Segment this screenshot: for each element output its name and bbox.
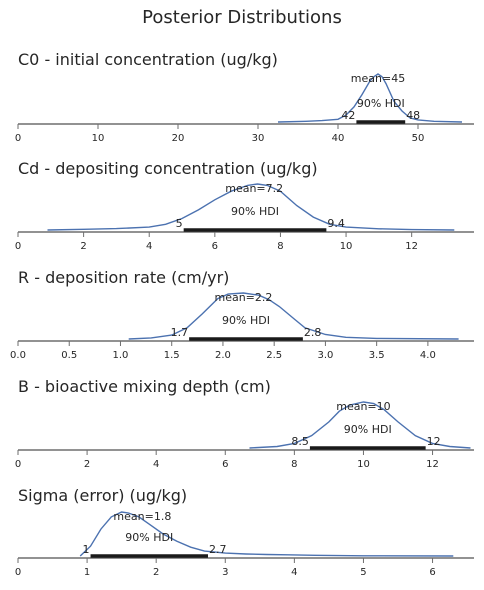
- x-tick-label: 2.0: [215, 350, 231, 361]
- x-tick-label: 4: [291, 567, 297, 578]
- x-tick-label: 2.5: [266, 350, 282, 361]
- x-tick-label: 8: [277, 241, 283, 252]
- x-tick-label: 30: [252, 133, 265, 144]
- panel-title: C0 - initial concentration (ug/kg): [18, 50, 278, 69]
- x-tick-label: 8: [291, 459, 297, 470]
- x-tick-label: 0.0: [10, 350, 26, 361]
- x-tick-label: 4.0: [420, 350, 436, 361]
- mean-label: mean=7.2: [225, 182, 283, 195]
- x-tick-label: 3.5: [369, 350, 385, 361]
- x-tick-label: 20: [172, 133, 185, 144]
- panel-title: B - bioactive mixing depth (cm): [18, 377, 271, 396]
- x-tick-label: 3: [222, 567, 228, 578]
- density-curve: [79, 511, 454, 557]
- x-tick-label: 12: [405, 241, 418, 252]
- hdi-label: 90% HDI: [344, 423, 392, 436]
- mean-label: mean=10: [336, 400, 390, 413]
- hdi-high-label: 48: [406, 109, 420, 122]
- density-curve: [277, 73, 463, 123]
- x-tick-label: 10: [92, 133, 105, 144]
- panel-title: Cd - depositing concentration (ug/kg): [18, 159, 318, 178]
- x-tick-label: 0: [15, 567, 21, 578]
- x-tick-label: 10: [357, 459, 370, 470]
- mean-label: mean=1.8: [113, 510, 171, 523]
- hdi-low-label: 8.5: [291, 435, 309, 448]
- hdi-high-label: 12: [427, 435, 441, 448]
- x-tick-label: 1: [84, 567, 90, 578]
- x-tick-label: 6: [222, 459, 228, 470]
- x-tick-label: 1.0: [113, 350, 129, 361]
- density-curve: [47, 183, 455, 231]
- x-tick-label: 40: [332, 133, 345, 144]
- density-curve: [249, 401, 471, 449]
- density-curve: [128, 292, 459, 340]
- hdi-label: 90% HDI: [357, 97, 405, 110]
- x-tick-label: 2: [153, 567, 159, 578]
- x-tick-label: 0.5: [61, 350, 77, 361]
- hdi-low-label: 1: [83, 543, 90, 556]
- x-tick-label: 1.5: [164, 350, 180, 361]
- x-tick-label: 6: [429, 567, 435, 578]
- x-tick-label: 5: [360, 567, 366, 578]
- hdi-low-label: 42: [341, 109, 355, 122]
- x-tick-label: 12: [426, 459, 439, 470]
- x-tick-label: 0: [15, 459, 21, 470]
- x-tick-label: 2: [84, 459, 90, 470]
- hdi-label: 90% HDI: [125, 531, 173, 544]
- hdi-label: 90% HDI: [231, 205, 279, 218]
- mean-label: mean=2.2: [214, 291, 272, 304]
- panel-title: R - deposition rate (cm/yr): [18, 268, 229, 287]
- mean-label: mean=45: [351, 72, 405, 85]
- x-tick-label: 0: [15, 241, 21, 252]
- x-tick-label: 0: [15, 133, 21, 144]
- x-tick-label: 2: [80, 241, 86, 252]
- x-tick-label: 6: [212, 241, 218, 252]
- x-tick-label: 50: [412, 133, 425, 144]
- hdi-low-label: 5: [176, 217, 183, 230]
- hdi-label: 90% HDI: [222, 314, 270, 327]
- x-tick-label: 3.0: [317, 350, 333, 361]
- x-tick-label: 4: [153, 459, 159, 470]
- hdi-high-label: 2.8: [304, 326, 322, 339]
- hdi-low-label: 1.7: [171, 326, 189, 339]
- panel-title: Sigma (error) (ug/kg): [18, 486, 187, 505]
- x-tick-label: 10: [340, 241, 353, 252]
- figure-title: Posterior Distributions: [142, 7, 342, 28]
- hdi-high-label: 2.7: [209, 543, 227, 556]
- x-tick-label: 4: [146, 241, 152, 252]
- hdi-high-label: 9.4: [327, 217, 345, 230]
